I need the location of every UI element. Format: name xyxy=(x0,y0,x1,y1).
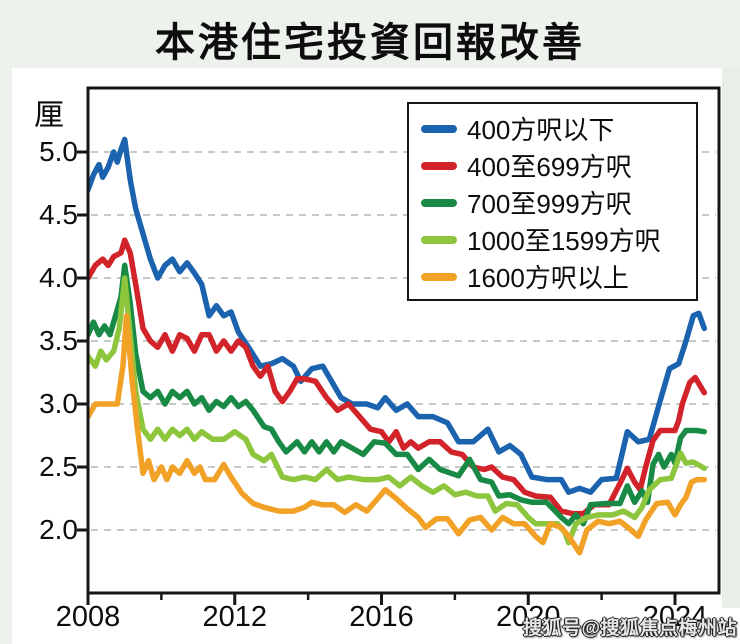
legend-row: 400方呎以下 xyxy=(421,110,696,147)
y-tick-label: 3.5 xyxy=(39,325,78,356)
x-tick-label: 2020 xyxy=(495,601,561,633)
legend-label-0: 400方呎以下 xyxy=(467,115,615,145)
legend-swatch-2 xyxy=(421,198,457,207)
legend-label-2: 700至999方呎 xyxy=(467,189,632,219)
legend-swatch-0 xyxy=(421,124,457,133)
legend-label-1: 400至699方呎 xyxy=(467,152,632,182)
y-tick-label: 5.0 xyxy=(39,136,78,167)
series-line-2 xyxy=(89,262,708,527)
y-tick-label: 2.0 xyxy=(39,514,78,545)
legend-label-3: 1000至1599方呎 xyxy=(467,226,661,256)
legend-row: 1000至1599方呎 xyxy=(421,221,696,258)
x-tick-label: 2008 xyxy=(55,601,121,633)
right-margin-strip xyxy=(722,68,740,608)
legend-swatch-3 xyxy=(421,235,457,244)
y-tick-label: 4.0 xyxy=(39,262,78,293)
series-line-0 xyxy=(89,136,708,495)
legend-row: 700至999方呎 xyxy=(421,184,696,221)
y-tick-label: 4.5 xyxy=(39,199,78,230)
legend-label-4: 1600方呎以上 xyxy=(467,263,629,293)
y-tick-label: 2.5 xyxy=(39,451,78,482)
legend-row: 1600方呎以上 xyxy=(421,258,696,295)
y-axis-unit-label: 厘 xyxy=(34,99,64,132)
y-tick-label: 3.0 xyxy=(39,388,78,419)
series-line-4 xyxy=(89,313,708,556)
series-line-3 xyxy=(89,275,708,546)
series-line-1 xyxy=(89,237,708,517)
chart-title: 本港住宅投資回報改善 xyxy=(155,21,585,65)
watermark: 搜狐号@搜狐焦点梅州站 xyxy=(522,618,737,639)
legend-row: 400至699方呎 xyxy=(421,147,696,184)
legend-swatch-1 xyxy=(421,161,457,170)
x-tick-label: 2012 xyxy=(202,601,267,633)
x-tick-label: 2024 xyxy=(642,601,708,633)
legend-swatch-4 xyxy=(421,272,457,281)
legend: 400方呎以下 400至699方呎 700至999方呎 1000至1599方呎 1600… xyxy=(407,102,698,301)
x-tick-label: 2016 xyxy=(349,601,414,633)
